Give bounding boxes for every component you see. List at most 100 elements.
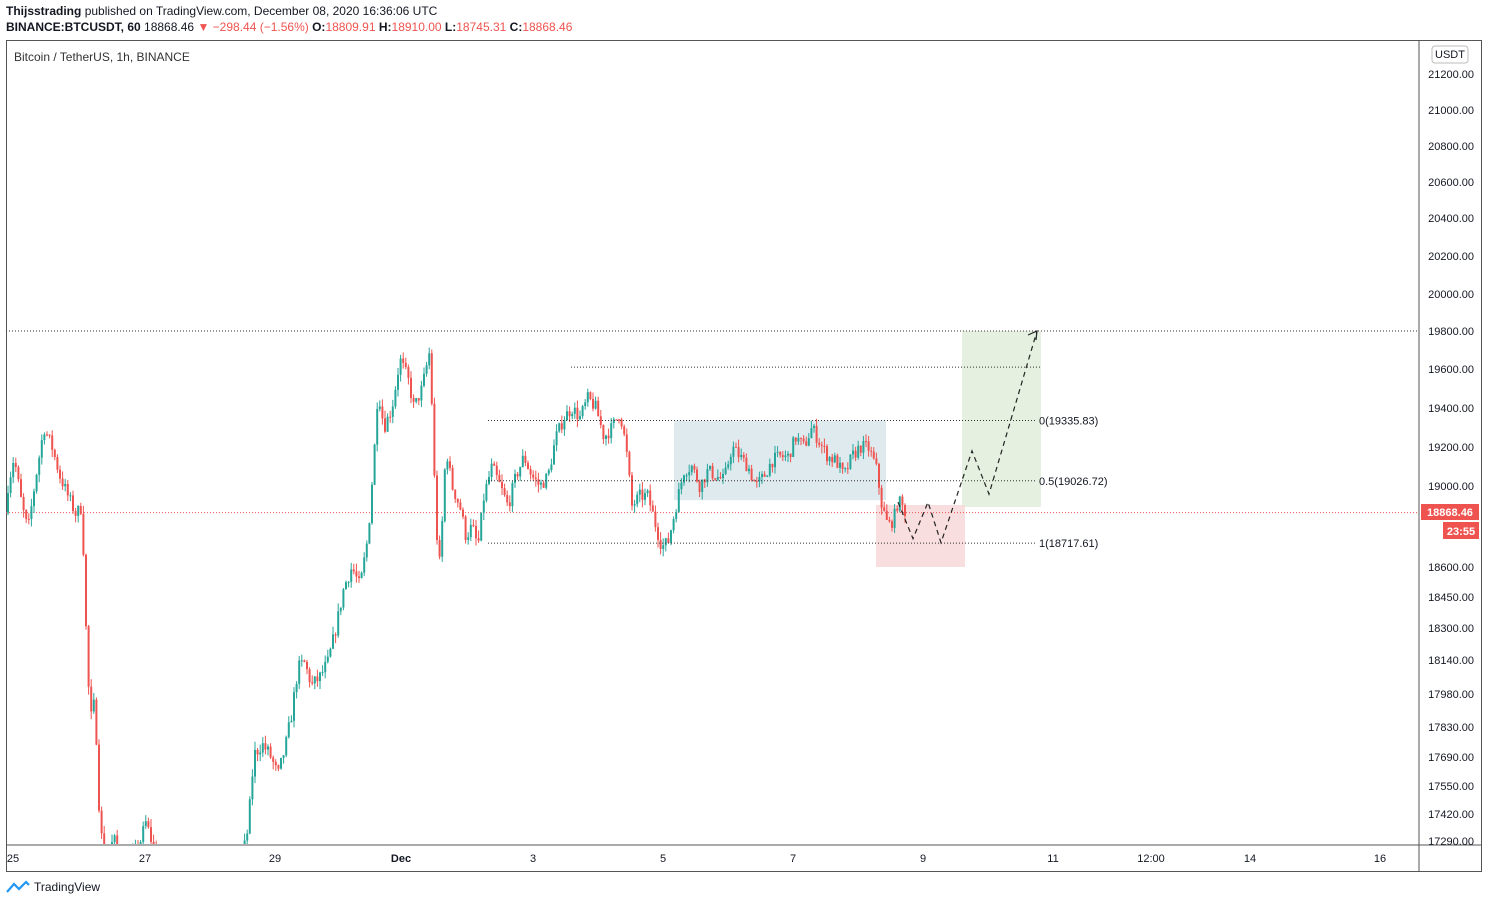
candle-body (571, 413, 574, 417)
candle-body (360, 572, 363, 579)
candle-body (826, 446, 828, 462)
candle-body (9, 477, 12, 494)
candle-body (711, 465, 714, 479)
candle-body (576, 407, 579, 420)
price-tick-label: 19600.00 (1428, 364, 1474, 376)
candle-body (852, 450, 854, 455)
candle-body (324, 661, 327, 673)
candle-body (95, 699, 98, 745)
candle-body (423, 373, 425, 386)
candle-body (503, 488, 506, 496)
candle-body (844, 468, 847, 470)
price-change: −298.44 (−1.56%) (212, 20, 309, 34)
price-tick-label: 20200.00 (1428, 251, 1474, 263)
candle-body (350, 569, 353, 582)
candle-body (25, 510, 28, 519)
candle-body (33, 491, 35, 507)
last-price-tag-label: 18868.46 (1427, 507, 1473, 519)
candle-body (867, 441, 870, 451)
candle-body (459, 502, 462, 510)
candle-body (90, 686, 93, 712)
fib-retracement[interactable]: 0(19335.83) 0.5(19026.72) 1(18717.61) (488, 416, 1108, 551)
time-tick-label: 27 (139, 853, 151, 865)
price-tick-label: 18140.00 (1428, 655, 1474, 667)
open-label: O: (312, 20, 326, 34)
candle-body (342, 589, 345, 608)
candle-body (753, 479, 756, 482)
candle-body (529, 468, 532, 475)
candle-body (425, 365, 428, 374)
candle-body (22, 496, 25, 511)
candle-body (550, 464, 553, 471)
candle-body (662, 545, 665, 549)
candle-body (501, 481, 503, 489)
last-price: 18868.46 (144, 20, 195, 34)
symbol-label: BINANCE:BTCUSDT, 60 (6, 20, 141, 34)
candle-body (677, 489, 680, 513)
candle-body (381, 406, 384, 419)
close-label: C: (509, 20, 523, 34)
candle-body (85, 554, 87, 627)
candle-body (833, 455, 836, 463)
candle-body (553, 445, 555, 465)
candle-body (352, 569, 355, 572)
candle-body (272, 757, 275, 762)
candle-body (368, 523, 371, 544)
candle-body (872, 451, 875, 459)
candle-body (820, 444, 823, 446)
candle-body (527, 462, 529, 469)
candle-body (605, 435, 607, 439)
candle-body (690, 465, 693, 473)
time-tick-label: 5 (660, 853, 666, 865)
candle-body (792, 437, 795, 458)
candle-body (631, 475, 633, 506)
candle-body (670, 530, 672, 543)
candle-body (755, 481, 758, 483)
candle-body (72, 495, 74, 512)
price-tick-label: 18450.00 (1428, 592, 1474, 604)
candle-body (893, 508, 896, 528)
candle-body (464, 516, 467, 540)
candle-body (269, 746, 272, 758)
currency-badge[interactable] (1431, 45, 1469, 64)
candle-body (542, 482, 545, 488)
time-tick-label: 12:00 (1137, 853, 1165, 865)
candle-body (274, 761, 277, 766)
candle-body (319, 672, 321, 682)
chart-frame[interactable] (6, 40, 1482, 872)
countdown-tag (1443, 522, 1479, 539)
candle-body (896, 508, 899, 511)
candle-body (30, 506, 33, 520)
candle-body (441, 521, 444, 557)
candle-body (259, 752, 262, 755)
candle-body (701, 479, 704, 492)
price-axis[interactable]: 21200.00 21000.00 20800.00 20600.00 20400.00… (1428, 69, 1474, 848)
candle-body (854, 450, 857, 458)
projection-path[interactable] (897, 330, 1038, 545)
candle-body (347, 581, 350, 583)
candle-body (693, 465, 696, 470)
candle-body (680, 482, 683, 490)
candle-body (615, 419, 618, 421)
candle-body (846, 468, 849, 470)
candle-body (602, 424, 605, 439)
candle-body (618, 419, 620, 421)
candle-body (742, 454, 745, 458)
candle-body (493, 463, 496, 466)
author-name[interactable]: Thijsstrading (6, 4, 82, 18)
candle-body (373, 444, 376, 485)
time-axis[interactable]: 25 27 29 Dec 3 5 7 9 11 12:00 14 16 (7, 853, 1386, 865)
tradingview-logo[interactable]: TradingView (6, 880, 100, 894)
candle-body (706, 469, 709, 483)
candle-body (449, 461, 451, 468)
candle-body (100, 810, 103, 834)
candle-body (805, 441, 808, 446)
candle-body (568, 411, 571, 417)
candle-body (516, 473, 519, 477)
candle-body (766, 475, 769, 477)
candle-body (420, 385, 423, 401)
candle-body (111, 842, 113, 844)
horizontal-lines (6, 330, 1419, 514)
candle-body (316, 676, 319, 682)
